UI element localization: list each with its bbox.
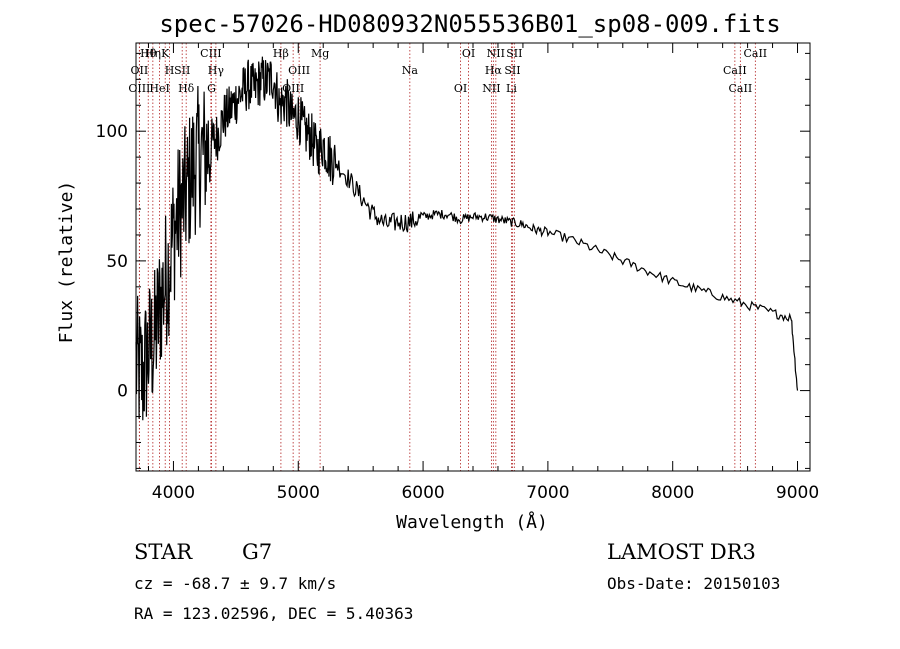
y-tick-label: 50 [106, 252, 128, 272]
line-label: OI [454, 82, 467, 95]
coordinates: RA = 123.02596, DEC = 5.40363 [134, 604, 413, 623]
line-label: Hη [145, 47, 161, 60]
line-label: K [161, 47, 170, 60]
x-tick-label: 9000 [776, 483, 819, 503]
line-label: OII [131, 64, 149, 77]
line-label: H [165, 64, 175, 77]
x-tick-label: 4000 [152, 483, 195, 503]
line-label: G [207, 82, 216, 95]
line-label: CaII [723, 64, 747, 77]
line-label: CIII [200, 47, 221, 60]
y-tick-label: 0 [117, 382, 128, 402]
line-label: Li [506, 82, 517, 95]
line-label: SII [504, 64, 520, 77]
spectral-line-markers [138, 43, 756, 471]
line-label: Hα [485, 64, 503, 77]
y-axis-ticks: 0 50 100 [96, 52, 810, 469]
y-tick-label: 100 [96, 122, 128, 142]
object-subclass: G7 [242, 540, 272, 564]
spectrum-line [135, 56, 799, 421]
x-axis-label: Wavelength (Å) [396, 511, 548, 533]
spectral-line-labels: HθOIIOIIIKHHeIHηSIIHδCIIIHγGHβOIIIOIIIMg… [128, 47, 767, 95]
line-label: NII [487, 47, 505, 60]
x-tick-label: 7000 [526, 483, 569, 503]
line-label: OI [462, 47, 475, 60]
y-axis-label: Flux (relative) [56, 181, 77, 344]
redshift-cz: cz = -68.7 ± 9.7 km/s [134, 574, 336, 593]
observation-date: Obs-Date: 20150103 [607, 574, 780, 593]
x-tick-label: 8000 [651, 483, 694, 503]
line-label: HeI [149, 82, 169, 95]
x-tick-label: 5000 [277, 483, 320, 503]
line-label: NII [482, 82, 500, 95]
line-label: Hγ [208, 64, 225, 77]
x-axis-ticks: 4000 5000 6000 7000 8000 9000 [147, 43, 819, 503]
x-tick-label: 6000 [401, 483, 444, 503]
object-class: STAR [134, 540, 193, 564]
line-label: CaII [729, 82, 753, 95]
survey-name: LAMOST DR3 [607, 540, 756, 564]
line-label: CaII [743, 47, 767, 60]
line-label: Hδ [178, 82, 195, 95]
line-label: Na [402, 64, 419, 77]
line-label: OIII [288, 64, 310, 77]
line-label: SII [506, 47, 522, 60]
line-label: Mg [311, 47, 329, 60]
chart-title: spec-57026-HD080932N055536B01_sp08-009.f… [159, 10, 780, 38]
line-label: Hθ [140, 47, 157, 60]
line-label: Hβ [273, 47, 289, 60]
line-label: SII [174, 64, 190, 77]
line-label: OIII [128, 82, 150, 95]
